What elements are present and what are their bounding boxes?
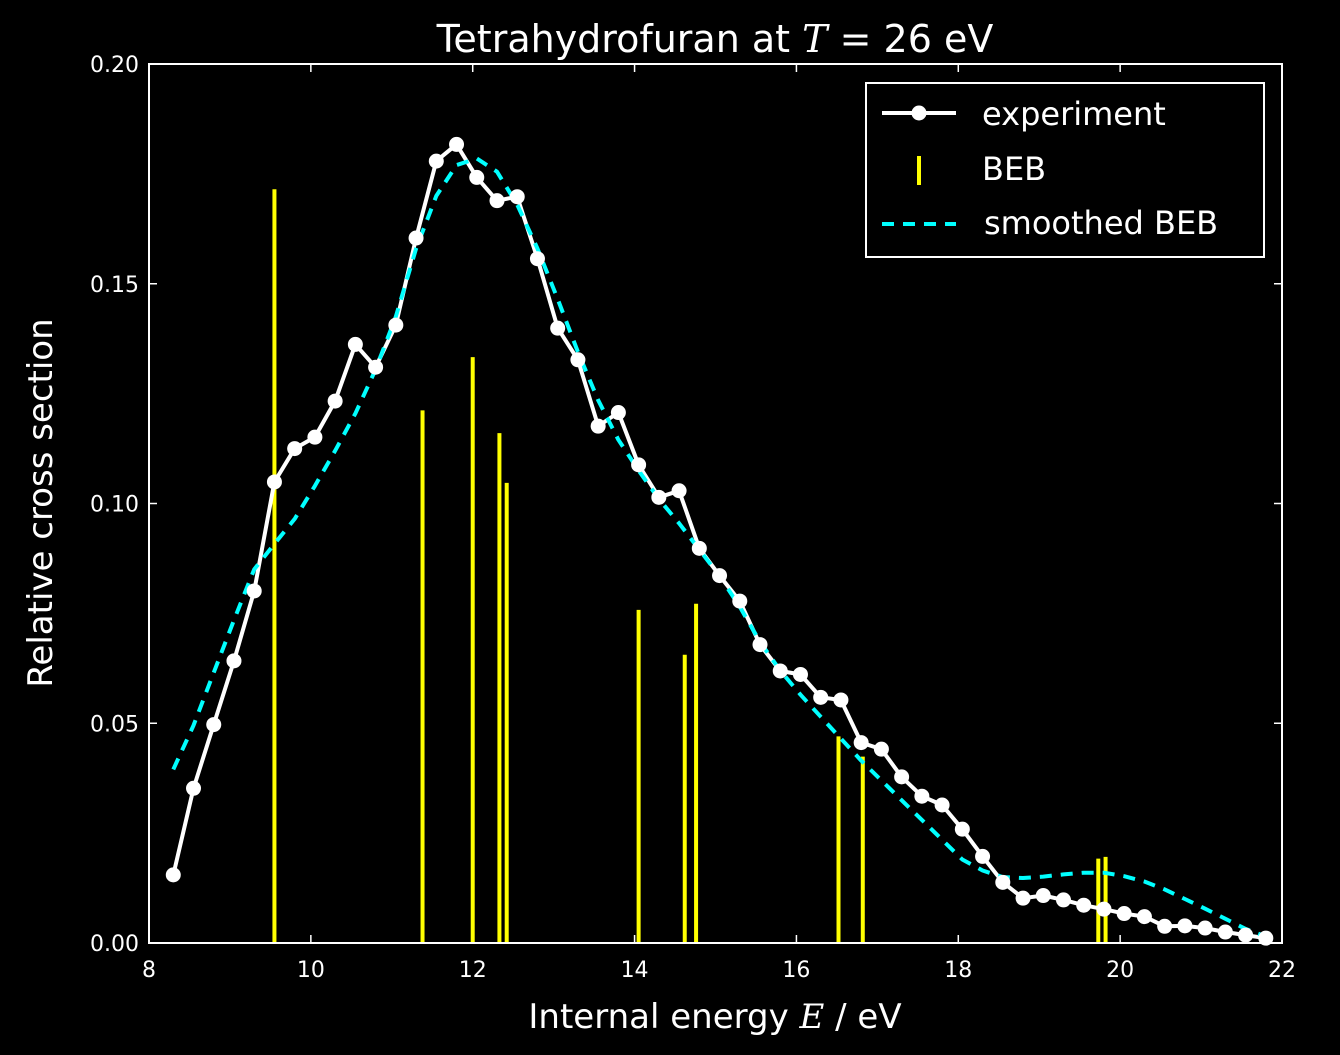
experiment-point [671, 483, 687, 499]
legend-item-experiment: experiment [882, 95, 1166, 133]
legend-item-smoothed-beb: smoothed BEB [882, 204, 1218, 242]
experiment-point [1096, 901, 1112, 917]
experiment-point [1015, 890, 1031, 906]
experiment-point [570, 352, 586, 368]
experiment-point [712, 568, 728, 584]
experiment-point [1116, 906, 1132, 922]
experiment-point [347, 336, 363, 352]
experiment-point [691, 540, 707, 556]
x-tick-label: 22 [1268, 958, 1296, 983]
x-tick-label: 16 [782, 958, 810, 983]
experiment-point [428, 153, 444, 169]
experiment-point [792, 666, 808, 682]
experiment-point [266, 474, 282, 490]
y-tick-label: 0.20 [90, 53, 139, 78]
title-suffix: = 26 eV [828, 17, 994, 61]
experiment-point [1136, 909, 1152, 925]
experiment-point [833, 692, 849, 708]
experiment-point [590, 418, 606, 434]
experiment-point [813, 689, 829, 705]
experiment-point [529, 251, 545, 267]
x-tick-label: 10 [297, 958, 325, 983]
experiment-point [449, 136, 465, 152]
x-axis-title-suffix: / eV [824, 997, 901, 1037]
y-axis-title: Relative cross section [21, 318, 61, 687]
experiment-point [873, 741, 889, 757]
legend-item-beb: BEB [917, 150, 1046, 188]
experiment-point [975, 848, 991, 864]
experiment-point [186, 780, 202, 796]
y-tick-label: 0.10 [90, 493, 139, 518]
experiment-point [1217, 924, 1233, 940]
experiment-point [1035, 888, 1051, 904]
experiment-point [226, 653, 242, 669]
experiment-point [1197, 920, 1213, 936]
experiment-point [995, 874, 1011, 890]
chart-title: Tetrahydrofuran at T = 26 eV [436, 17, 994, 61]
experiment-point [246, 583, 262, 599]
legend-label-beb: BEB [982, 150, 1046, 188]
experiment-point [853, 735, 869, 751]
axis-ticks: 8 10 12 14 16 18 20 22 0.00 0.05 0.10 0.15 0.20 [90, 53, 1296, 983]
experiment-point [165, 867, 181, 883]
legend-label-smoothed-beb: smoothed BEB [984, 204, 1218, 242]
title-variable: T [802, 17, 830, 61]
experiment-point [307, 429, 323, 445]
experiment-point [772, 663, 788, 679]
experiment-point [954, 821, 970, 837]
experiment-point [327, 393, 343, 409]
x-tick-label: 18 [944, 958, 972, 983]
experiment-point [610, 405, 626, 421]
experiment-point [1177, 918, 1193, 934]
y-tick-label: 0.00 [90, 932, 139, 957]
x-tick-label: 8 [142, 958, 156, 983]
experiment-point [1157, 918, 1173, 934]
experiment-point [752, 637, 768, 653]
x-tick-label: 20 [1106, 958, 1134, 983]
x-tick-label: 14 [621, 958, 649, 983]
experiment-point [408, 230, 424, 246]
title-prefix: Tetrahydrofuran at [436, 17, 802, 61]
experiment-point [287, 441, 303, 457]
experiment-point [1055, 892, 1071, 908]
legend-label-experiment: experiment [982, 95, 1166, 133]
x-tick-label: 12 [459, 958, 487, 983]
legend-marker-experiment [911, 105, 927, 121]
experiment-point [388, 317, 404, 333]
y-tick-label: 0.05 [90, 712, 139, 737]
experiment-point [732, 593, 748, 609]
x-axis-title: Internal energy E / eV [528, 997, 901, 1037]
x-axis-title-prefix: Internal energy [528, 997, 799, 1037]
x-axis-title-variable: E [799, 997, 825, 1037]
y-tick-label: 0.15 [90, 273, 139, 298]
legend: experiment BEB smoothed BEB [865, 82, 1265, 258]
experiment-point [1238, 927, 1254, 943]
experiment-point [206, 717, 222, 733]
experiment-point [934, 797, 950, 813]
experiment-point [1076, 897, 1092, 913]
experiment-point [1258, 930, 1274, 946]
experiment-point [894, 769, 910, 785]
experiment-point [489, 193, 505, 209]
plot-area [165, 136, 1274, 946]
experiment-point [469, 169, 485, 185]
experiment-point [651, 489, 667, 505]
experiment-point [631, 457, 647, 473]
experiment-point [509, 189, 525, 205]
experiment-point [914, 788, 930, 804]
experiment-point [550, 320, 566, 336]
plot-frame [148, 63, 1283, 944]
experiment-point [368, 359, 384, 375]
